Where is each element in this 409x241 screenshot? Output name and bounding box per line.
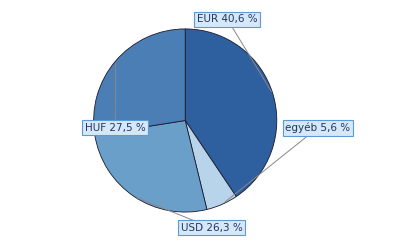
Text: egyéb 5,6 %: egyéb 5,6 % [285,122,351,133]
Text: HUF 27,5 %: HUF 27,5 % [85,123,146,133]
Text: USD 26,3 %: USD 26,3 % [181,223,243,233]
Wedge shape [185,29,277,197]
Wedge shape [95,120,207,212]
Wedge shape [185,120,236,209]
Wedge shape [94,29,185,135]
Text: EUR 40,6 %: EUR 40,6 % [197,14,258,24]
